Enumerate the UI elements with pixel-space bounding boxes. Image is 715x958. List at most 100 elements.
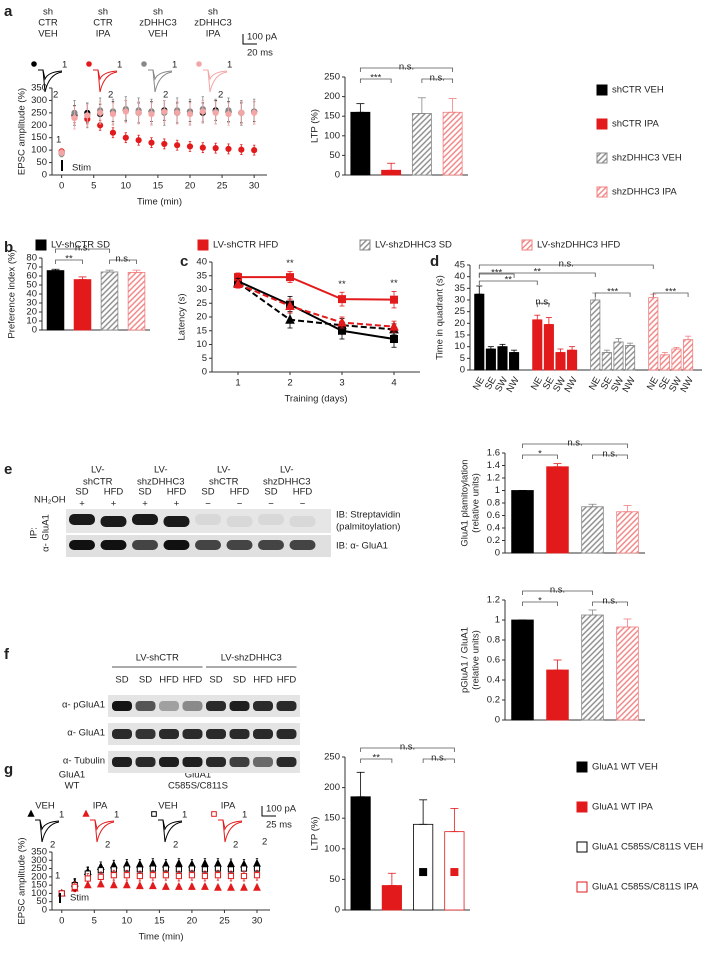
significance-label: ** [373, 753, 381, 764]
trace-label: CTR [93, 18, 113, 29]
error-bar [132, 269, 141, 273]
blot-group-label: shzDHHC3 [263, 477, 311, 488]
trace-label: VEH [148, 29, 168, 40]
y-axis-label: Preference index (%) [7, 249, 18, 338]
significance-bracket [536, 302, 550, 308]
point [285, 300, 295, 310]
significance-label: n.s. [550, 585, 565, 596]
x-tick-label: 15 [153, 181, 164, 192]
point [240, 865, 248, 872]
scale-bar [242, 34, 257, 45]
significance-bracket [421, 78, 454, 83]
y-tick-label: 0 [42, 905, 47, 916]
legend-label: LV-shzDHHC3 SD [375, 240, 452, 251]
legend-swatch [576, 881, 588, 893]
blot-band [159, 757, 179, 767]
y-tick-label: 0.8 [487, 635, 500, 646]
legend-swatch [521, 239, 533, 251]
y-tick-label: 80 [26, 253, 37, 264]
point [253, 872, 261, 879]
trace-label: IPA [221, 801, 236, 812]
bar [671, 348, 682, 371]
point [136, 872, 143, 880]
trace-label: sh [98, 7, 108, 18]
significance-bracket [478, 273, 515, 278]
point [174, 142, 181, 149]
annotation: ** [390, 278, 398, 289]
bar [683, 339, 694, 371]
trace-mark: 1 [62, 60, 67, 71]
trace [35, 819, 60, 843]
treatment-sign: + [79, 499, 85, 510]
bar [381, 169, 402, 176]
y-tick-label: 250 [324, 752, 340, 763]
y-tick-label: 150 [324, 111, 340, 122]
annotation: ** [286, 258, 294, 269]
lane-label: HFD [293, 487, 313, 498]
scale-bar [261, 806, 276, 817]
y-tick-label: 100 [324, 843, 340, 854]
blot-band [206, 729, 226, 739]
y-tick-label: 100 [31, 888, 47, 899]
blot-band [135, 701, 156, 711]
legend-label: GluA1 WT IPA [592, 802, 654, 813]
significance-label: n.s. [602, 596, 617, 607]
blot-band [159, 729, 179, 739]
trace-label: IPA [206, 29, 221, 40]
point [84, 112, 91, 119]
x-tick-label: 25 [219, 916, 230, 927]
trace [93, 69, 118, 81]
significance-bracket [478, 280, 538, 285]
y-tick-label: 250 [31, 107, 47, 118]
point [162, 872, 169, 879]
y-tick-label: 20 [196, 312, 207, 323]
legend-label: GluA1 C585S/C811S VEH [592, 842, 703, 853]
error-bar [78, 276, 87, 281]
treatment-sign: − [300, 499, 306, 510]
bar [567, 349, 578, 371]
blot-band [258, 514, 284, 525]
significance-bracket [109, 259, 137, 264]
significance-bracket [478, 264, 654, 269]
significance-bracket [360, 747, 455, 752]
point [97, 109, 104, 116]
point [97, 873, 104, 880]
legend-label: LV-shCTR HFD [213, 240, 278, 251]
error-bar [588, 503, 597, 508]
blot-band [135, 757, 156, 767]
y-tick-label: 300 [31, 95, 47, 106]
y-axis-label: pGluA1 / GluA1 [460, 627, 471, 693]
point [338, 295, 346, 304]
significance-label: n.s. [115, 254, 130, 265]
significance-label: n.s. [567, 438, 582, 449]
blot-row-label: (palmitoylation) [336, 522, 400, 533]
scale-label: 100 pA [266, 804, 297, 815]
y-tick-label: 0.6 [487, 510, 500, 521]
y-tick-label: 10 [196, 339, 207, 350]
point [211, 811, 217, 817]
blot-band [229, 729, 250, 739]
y-tick-label: 1 [495, 485, 500, 496]
blot-band [163, 540, 190, 550]
trace [93, 69, 118, 93]
inner-marker [450, 868, 459, 877]
x-tick-label: 20 [185, 181, 196, 192]
blot-band [229, 757, 250, 767]
bar [413, 823, 434, 911]
x-tick-label: 25 [217, 181, 228, 192]
error-bar [51, 268, 60, 272]
y-axis-label: EPSC amplitude (%) [17, 88, 28, 175]
trace-label: zDHHC3 [139, 18, 176, 29]
significance-label: * [538, 449, 542, 460]
bar [648, 297, 659, 371]
point [286, 273, 294, 282]
blot-bg [108, 695, 300, 717]
lane-label: HFD [277, 675, 297, 686]
blot-band [276, 701, 297, 711]
blot-band [195, 514, 221, 525]
blot-bg [108, 723, 300, 745]
y-tick-label: 0 [335, 170, 340, 181]
error-bar [419, 799, 428, 825]
trace-mark: 2 [105, 840, 110, 851]
trace [35, 819, 60, 831]
